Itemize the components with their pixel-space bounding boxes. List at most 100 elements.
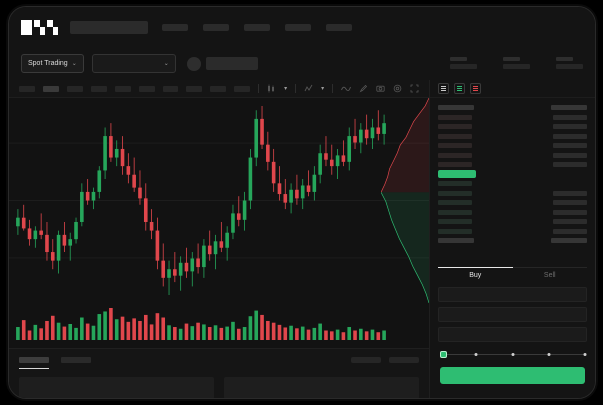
ticker-stat-2-value xyxy=(503,63,530,69)
order-amount-field[interactable] xyxy=(438,307,587,322)
percent-slider-stop-100[interactable] xyxy=(583,353,587,356)
orderbook-view-all-icon[interactable] xyxy=(438,83,449,94)
okx-logo[interactable] xyxy=(21,19,58,35)
orders-panel-actions xyxy=(351,357,419,363)
bottom-tab-2[interactable] xyxy=(61,357,91,363)
market-type-label: Spot Trading xyxy=(28,60,68,67)
ticker-stat-1 xyxy=(450,56,477,69)
timeframe-9[interactable] xyxy=(210,85,227,92)
trading-panel: Buy Sell xyxy=(429,80,595,398)
percent-slider-stop-75[interactable] xyxy=(547,353,551,356)
toolbar-divider-3 xyxy=(332,84,334,93)
orderbook-view-asks-icon[interactable] xyxy=(470,83,481,94)
timeframe-10[interactable] xyxy=(234,85,251,92)
nav-item-2[interactable] xyxy=(203,23,229,31)
fullscreen-icon[interactable] xyxy=(410,84,419,93)
pair-avatar xyxy=(186,56,201,71)
search-input[interactable] xyxy=(70,20,148,34)
settings-icon[interactable] xyxy=(393,84,402,93)
buy-submit-button[interactable] xyxy=(440,367,585,384)
percent-slider-stop-50[interactable] xyxy=(511,353,514,356)
bottom-box-right[interactable] xyxy=(224,377,419,398)
tab-sell[interactable]: Sell xyxy=(543,272,556,279)
orders-panel-content xyxy=(19,377,419,398)
orderbook-row[interactable] xyxy=(438,151,587,161)
buy-sell-tabs: Buy Sell xyxy=(438,267,587,283)
timeframe-4[interactable] xyxy=(90,85,107,92)
nav-item-3[interactable] xyxy=(244,23,270,31)
nav-item-5[interactable] xyxy=(326,23,352,31)
trading-pair-dropdown[interactable]: ⌄ xyxy=(91,54,176,73)
ticker-stat-3-value xyxy=(556,63,583,69)
orderbook-row[interactable] xyxy=(438,141,587,151)
orders-panel-tabs xyxy=(19,357,419,369)
orderbook[interactable] xyxy=(430,98,595,263)
timeframe-5[interactable] xyxy=(114,85,131,92)
candlestick-type-icon[interactable] xyxy=(267,84,276,93)
orderbook-column-headers xyxy=(438,103,587,113)
timeframe-6[interactable] xyxy=(138,85,155,92)
ticker-stat-2 xyxy=(503,56,530,69)
orderbook-view-bids-icon[interactable] xyxy=(454,83,465,94)
ticker-stat-3 xyxy=(556,56,583,69)
nav-item-1[interactable] xyxy=(162,23,188,31)
ticker-stats xyxy=(450,56,583,71)
chevron-down-icon: ⌄ xyxy=(163,60,169,67)
timeframe-7[interactable] xyxy=(162,85,179,92)
device-frame: Spot Trading ⌄ ⌄ xyxy=(8,6,596,399)
orderbook-header xyxy=(430,80,595,98)
chevron-down-icon[interactable]: ▾ xyxy=(321,85,325,92)
ticker-stat-1-value xyxy=(450,63,477,69)
timeframe-3[interactable] xyxy=(66,85,83,92)
market-depth-overlay xyxy=(381,98,429,303)
sub-header: Spot Trading ⌄ ⌄ xyxy=(9,47,595,80)
header-nav xyxy=(162,23,352,31)
chevron-down-icon: ⌄ xyxy=(71,60,77,67)
orderbook-row[interactable] xyxy=(438,160,587,170)
timeframe-8[interactable] xyxy=(186,85,203,92)
ticker-stat-3-label xyxy=(556,56,573,61)
bottom-action-1[interactable] xyxy=(351,357,381,363)
ticker-stat-1-label xyxy=(450,56,467,61)
line-style-icon[interactable] xyxy=(341,84,351,93)
bottom-box-left[interactable] xyxy=(19,377,214,398)
orderbook-row[interactable] xyxy=(438,179,587,189)
volume-series xyxy=(16,308,386,340)
orderbook-row[interactable] xyxy=(438,132,587,142)
percent-slider[interactable] xyxy=(440,350,587,359)
percent-slider-stop-25[interactable] xyxy=(474,353,478,356)
orderbook-row[interactable] xyxy=(438,122,587,132)
logo-glyph-x xyxy=(47,19,58,35)
chart-toolbar: ▾ ▾ xyxy=(9,80,429,98)
orderbook-footer-row xyxy=(438,236,587,246)
toolbar-divider-2 xyxy=(295,84,297,93)
orderbook-row[interactable] xyxy=(438,227,587,237)
candlestick-series xyxy=(9,106,429,295)
nav-item-4[interactable] xyxy=(285,23,311,31)
chevron-down-icon[interactable]: ▾ xyxy=(284,85,288,92)
orderbook-row[interactable] xyxy=(438,113,587,123)
market-type-dropdown[interactable]: Spot Trading ⌄ xyxy=(21,54,84,73)
timeframe-2[interactable] xyxy=(42,85,59,92)
orderbook-row[interactable] xyxy=(438,189,587,199)
order-total-field[interactable] xyxy=(438,327,587,342)
timeframe-1[interactable] xyxy=(19,85,35,92)
ticker-stat-2-label xyxy=(503,56,520,61)
drawing-pencil-icon[interactable] xyxy=(359,84,368,93)
price-chart[interactable] xyxy=(9,98,429,348)
app-surface: Spot Trading ⌄ ⌄ xyxy=(9,7,595,398)
bottom-action-2[interactable] xyxy=(389,357,419,363)
order-price-field[interactable] xyxy=(438,287,587,302)
bottom-tab-1[interactable] xyxy=(19,357,49,369)
camera-snapshot-icon[interactable] xyxy=(376,84,385,93)
top-header xyxy=(9,7,595,47)
orderbook-row[interactable] xyxy=(438,208,587,218)
orderbook-row[interactable] xyxy=(438,217,587,227)
order-form xyxy=(430,283,595,342)
orders-panel xyxy=(9,348,429,398)
logo-glyph-o xyxy=(21,19,32,35)
tab-buy[interactable]: Buy xyxy=(438,267,513,283)
orderbook-row[interactable] xyxy=(438,198,587,208)
indicators-icon[interactable] xyxy=(304,84,313,93)
percent-slider-handle[interactable] xyxy=(440,351,447,358)
